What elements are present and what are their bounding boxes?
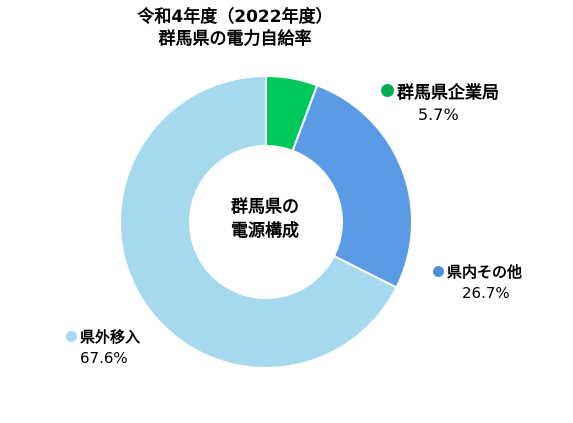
donut-center-label: 群馬県の 電源構成: [205, 195, 325, 243]
slice-value: 67.6%: [80, 349, 128, 367]
chart-title-line-2: 群馬県の電力自給率: [158, 29, 312, 49]
slice-label-out-of-prefecture: 県外移入 67.6%: [66, 326, 140, 367]
slice-label-in-prefecture-other: 県内その他 26.7%: [433, 261, 522, 302]
center-label-line-2: 電源構成: [231, 221, 299, 241]
center-label-line-1: 群馬県の: [231, 197, 299, 217]
donut-slice-2: [291, 83, 413, 289]
slice-name: 群馬県企業局: [397, 83, 499, 103]
slice-value: 26.7%: [462, 284, 510, 302]
donut-slice-3: [119, 74, 398, 369]
legend-dot-icon: [381, 84, 394, 97]
slice-name: 県外移入: [80, 328, 141, 346]
chart-title: 令和4年度（2022年度） 群馬県の電力自給率: [0, 6, 470, 50]
slice-label-gunma-enterprise: 群馬県企業局 5.7%: [381, 78, 499, 124]
legend-dot-icon: [433, 266, 444, 277]
slice-name: 県内その他: [447, 263, 523, 281]
chart-title-line-1: 令和4年度（2022年度）: [137, 7, 333, 27]
slice-value: 5.7%: [418, 105, 459, 124]
legend-dot-icon: [66, 331, 77, 342]
